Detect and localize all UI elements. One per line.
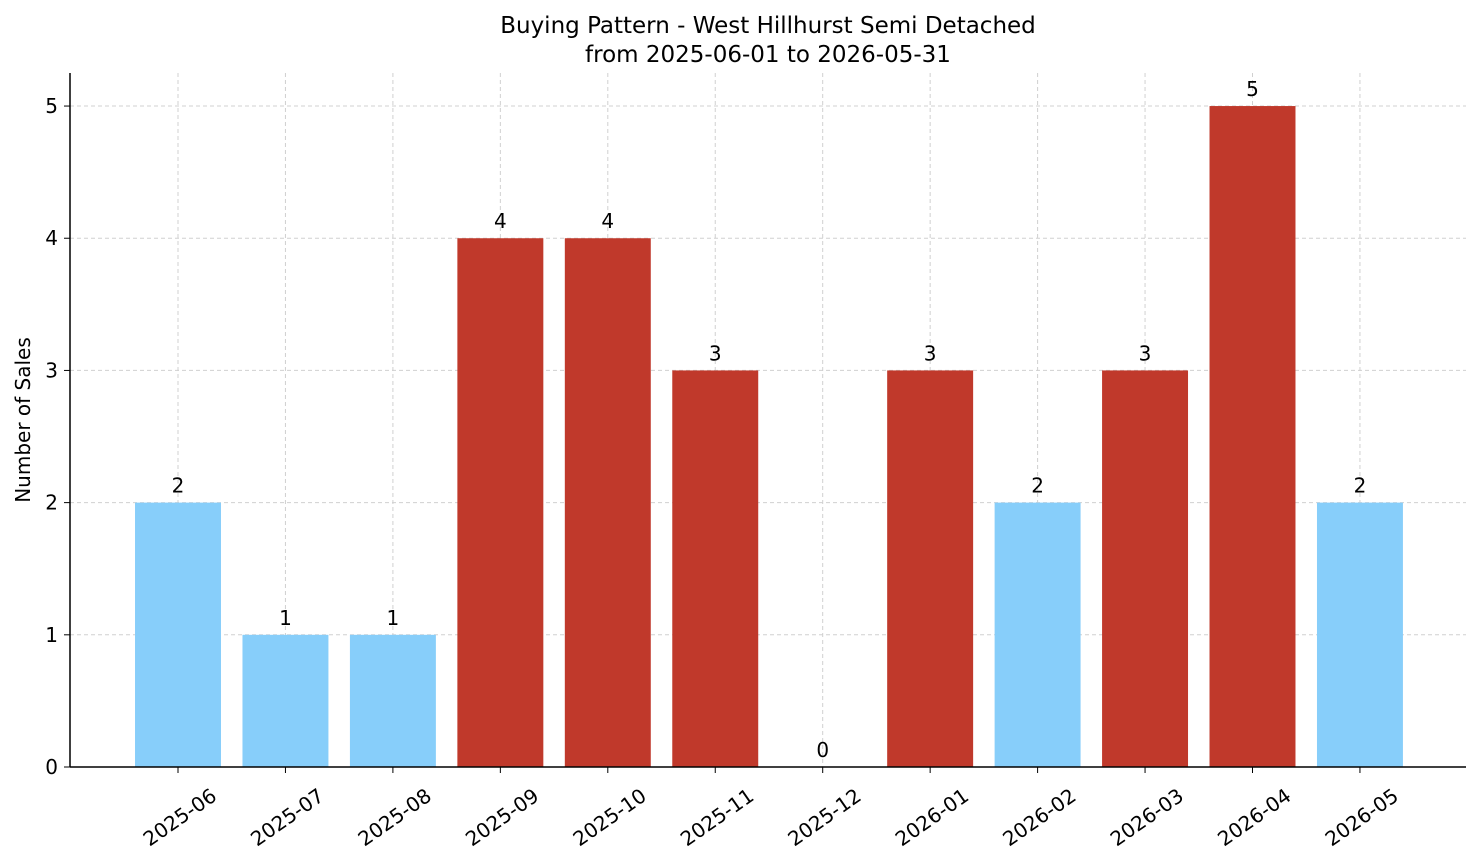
x-tick-label: 2025-08 xyxy=(354,783,436,851)
x-tick-label: 2025-10 xyxy=(568,783,650,851)
x-tick-label: 2026-04 xyxy=(1213,783,1295,851)
x-tick-label: 2026-05 xyxy=(1321,783,1403,851)
y-tick-label: 0 xyxy=(45,755,58,779)
bar xyxy=(564,238,651,767)
y-axis-label: Number of Sales xyxy=(11,337,35,503)
y-tick-label: 2 xyxy=(45,491,58,515)
bar xyxy=(457,238,544,767)
x-tick-label: 2025-06 xyxy=(139,783,221,851)
bar xyxy=(349,634,436,767)
bar xyxy=(135,502,221,767)
chart-title: Buying Pattern - West Hillhurst Semi Det… xyxy=(500,13,1036,39)
value-label: 2 xyxy=(172,474,185,498)
y-tick-label: 4 xyxy=(45,226,58,250)
bar xyxy=(1102,370,1189,767)
value-label: 4 xyxy=(601,209,614,233)
value-label: 0 xyxy=(816,738,829,762)
x-tick-label: 2025-11 xyxy=(676,783,758,851)
value-label: 4 xyxy=(494,209,507,233)
y-tick-label: 1 xyxy=(45,623,58,647)
y-tick-label: 5 xyxy=(45,94,58,118)
bar xyxy=(1316,502,1403,767)
x-tick-label: 2025-12 xyxy=(783,783,865,851)
bar xyxy=(1209,106,1296,768)
x-tick-label: 2025-09 xyxy=(461,783,543,851)
value-label: 3 xyxy=(1139,341,1152,365)
x-tick-label: 2025-07 xyxy=(246,783,328,851)
value-label: 5 xyxy=(1246,77,1259,101)
x-tick-label: 2026-02 xyxy=(998,783,1080,851)
x-tick-label: 2026-03 xyxy=(1106,783,1188,851)
x-tick-label: 2026-01 xyxy=(891,783,973,851)
bar xyxy=(242,634,329,767)
value-label: 1 xyxy=(387,606,400,630)
value-label: 2 xyxy=(1354,474,1367,498)
value-label: 3 xyxy=(709,341,722,365)
value-label: 3 xyxy=(924,341,937,365)
value-label: 2 xyxy=(1031,474,1044,498)
bar xyxy=(672,370,759,767)
bar xyxy=(994,502,1081,767)
bar xyxy=(887,370,974,767)
chart-subtitle: from 2025-06-01 to 2026-05-31 xyxy=(585,42,951,68)
value-label: 1 xyxy=(279,606,292,630)
y-tick-label: 3 xyxy=(45,358,58,382)
